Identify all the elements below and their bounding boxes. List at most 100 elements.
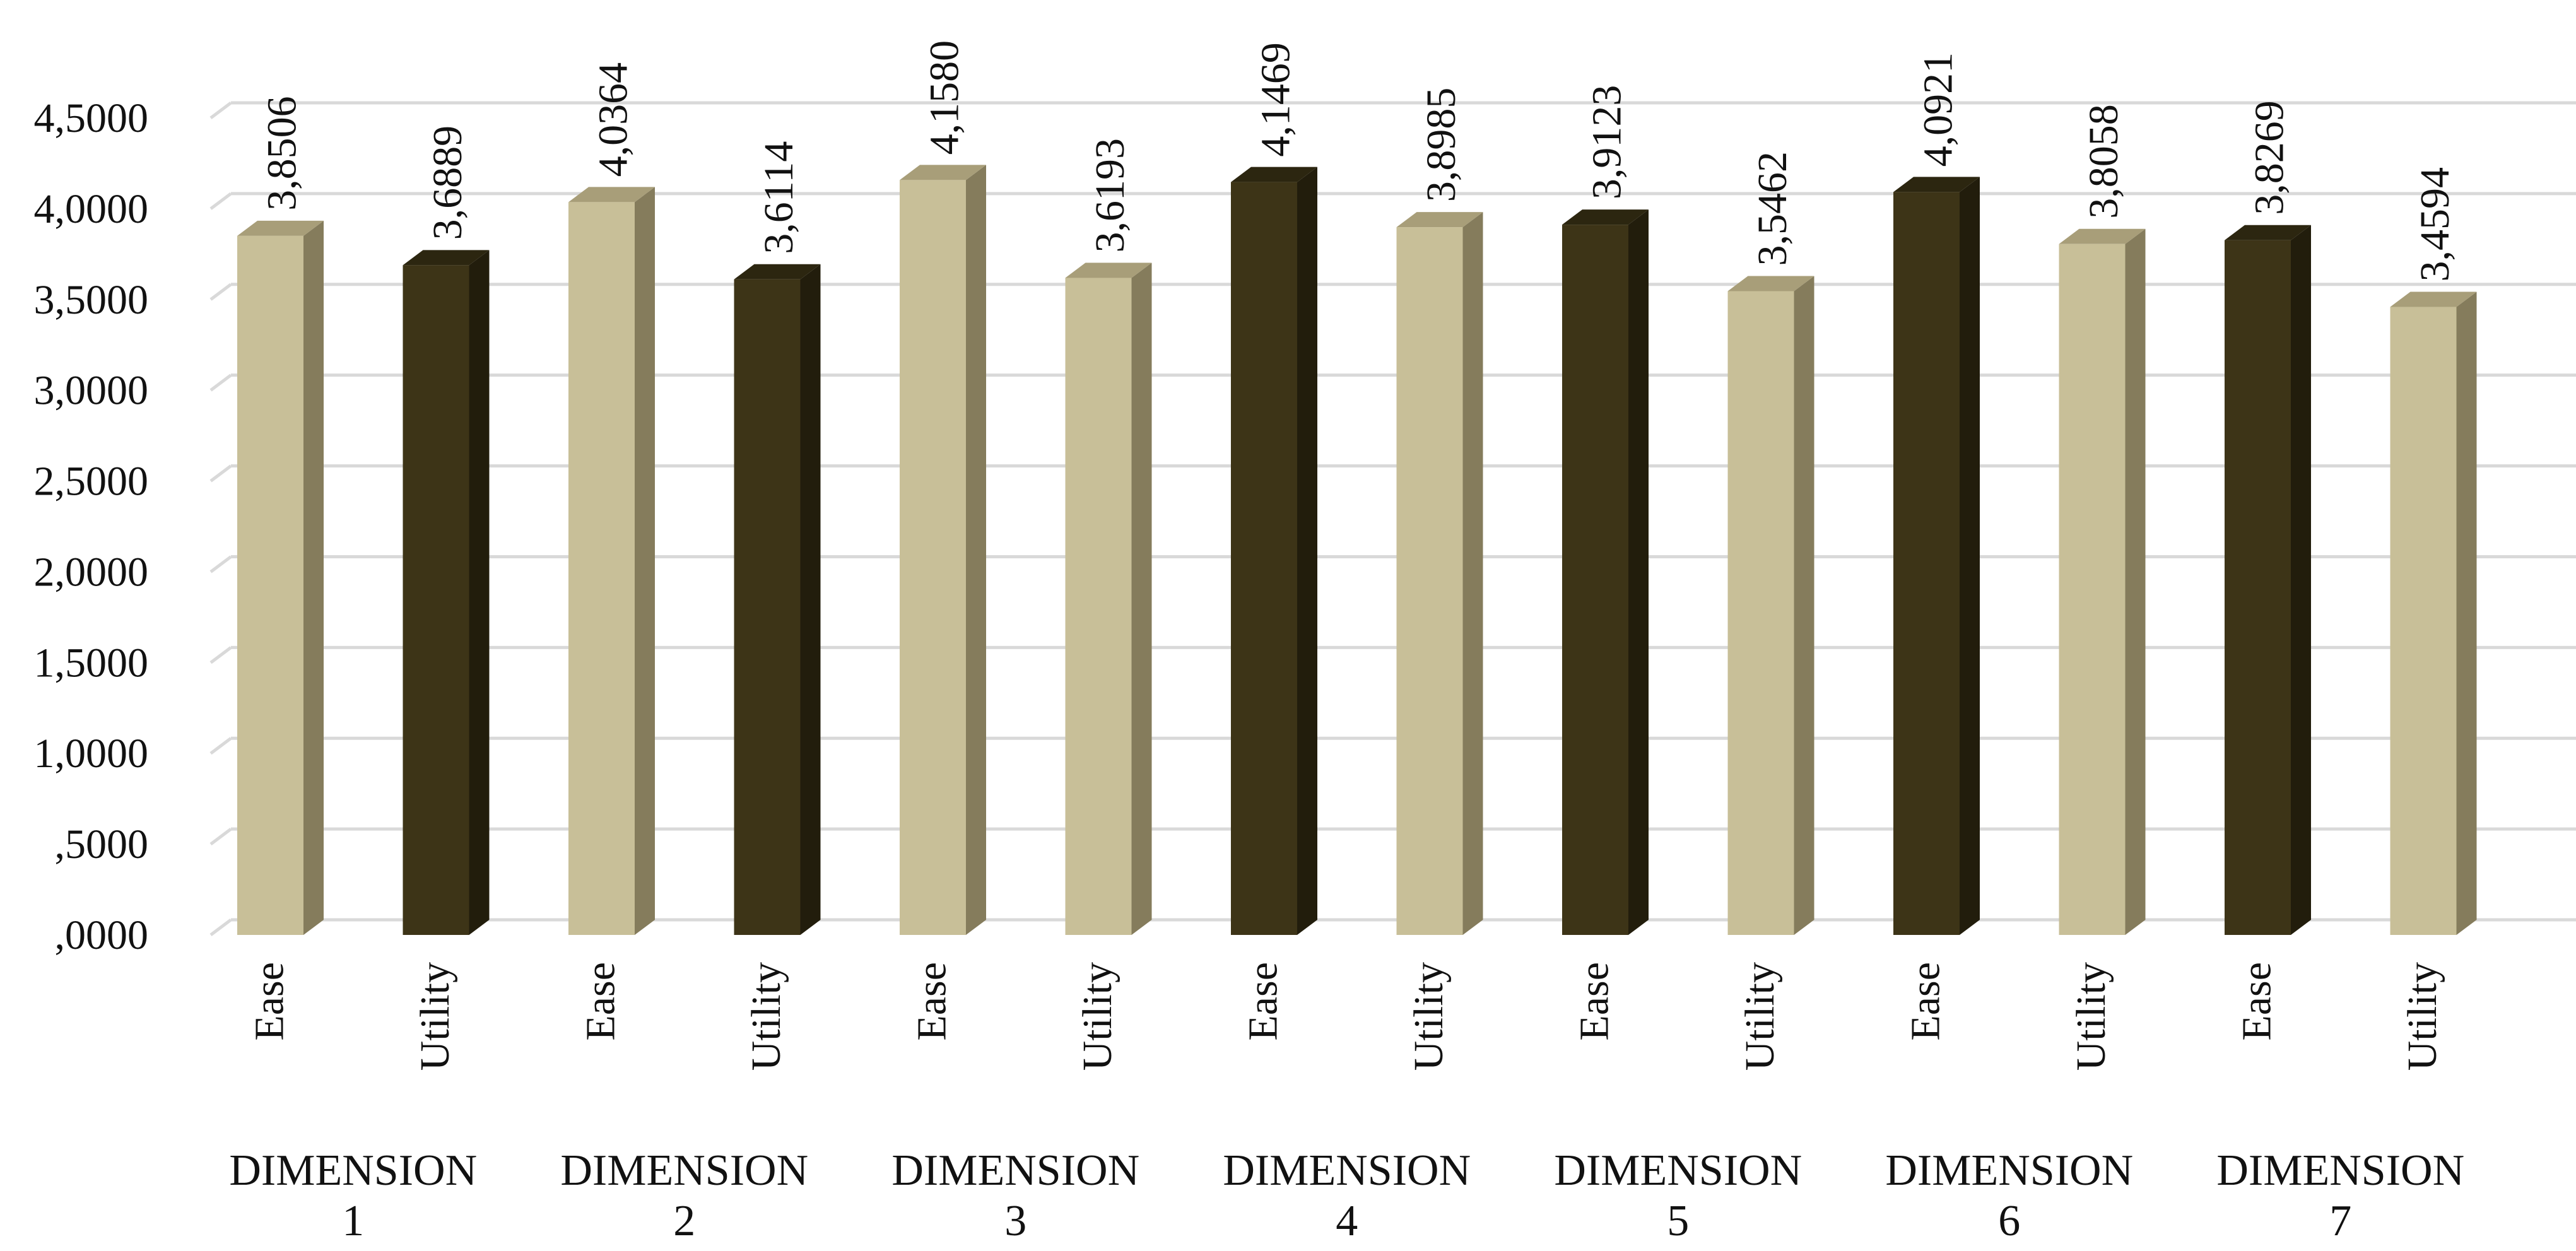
- data-label: 3,5462: [1750, 151, 1796, 266]
- bar-side: [2456, 291, 2477, 935]
- y-tick-label: 1,5000: [34, 640, 149, 686]
- bar-top: [2059, 228, 2146, 244]
- y-tick-label: 4,5000: [34, 95, 149, 141]
- y-tick-label: ,5000: [55, 821, 149, 867]
- bar: [1727, 291, 1794, 936]
- x-category-label: Utility: [2068, 962, 2114, 1071]
- bar-top: [237, 220, 324, 236]
- data-label: 4,0364: [591, 62, 637, 177]
- bar-side: [1628, 209, 1649, 936]
- y-tick-label: 3,0000: [34, 368, 149, 414]
- x-category-label: Ease: [1903, 962, 1949, 1041]
- bar-side: [2291, 225, 2311, 935]
- data-label: 3,9123: [1584, 85, 1630, 200]
- bar-side: [635, 187, 655, 935]
- group-label: DIMENSION: [891, 1146, 1139, 1195]
- bar: [1396, 227, 1463, 935]
- data-label: 3,4594: [2412, 167, 2458, 282]
- data-label: 3,8058: [2081, 104, 2127, 219]
- bar: [900, 180, 966, 935]
- gridline-depth: [209, 828, 232, 846]
- bar: [1065, 278, 1132, 935]
- bar-side: [1794, 276, 1814, 936]
- bar: [2390, 307, 2457, 935]
- x-category-label: Utility: [2399, 962, 2445, 1071]
- y-tick-label: 3,5000: [34, 277, 149, 323]
- gridline-depth: [209, 555, 232, 573]
- y-tick-label: 2,0000: [34, 549, 149, 595]
- bar-top: [1727, 276, 1814, 291]
- group-label-number: 1: [342, 1197, 364, 1245]
- bar: [1231, 182, 1297, 936]
- bar-top: [1893, 177, 1980, 192]
- bar-top: [568, 187, 655, 203]
- group-label-number: 6: [1998, 1197, 2020, 1245]
- group-label-number: 4: [1336, 1197, 1358, 1245]
- bar-side: [1462, 212, 1483, 935]
- bar-top: [1231, 167, 1317, 182]
- gridline-depth: [209, 102, 232, 119]
- group-label: DIMENSION: [1554, 1146, 1802, 1195]
- data-label: 3,8269: [2247, 100, 2293, 215]
- group-label: DIMENSION: [229, 1146, 477, 1195]
- bar-top: [2390, 291, 2477, 307]
- gridline-depth: [209, 646, 232, 664]
- bar: [568, 202, 635, 935]
- gridline-depth: [209, 464, 232, 483]
- x-category-label: Ease: [578, 962, 624, 1041]
- bar-side: [303, 220, 324, 936]
- y-tick-label: 2,5000: [34, 459, 149, 505]
- group-label-number: 3: [1004, 1197, 1026, 1245]
- bar-top: [403, 250, 490, 266]
- data-label: 4,1580: [922, 40, 968, 155]
- x-category-label: Ease: [2234, 962, 2280, 1041]
- data-label: 4,0921: [1915, 52, 1961, 167]
- bar-top: [1562, 209, 1649, 225]
- x-category-label: Ease: [1240, 962, 1286, 1041]
- x-category-label: Utility: [1074, 962, 1120, 1071]
- bar-top: [734, 264, 821, 279]
- x-category-label: Ease: [247, 962, 293, 1041]
- y-tick-label: ,0000: [55, 912, 149, 958]
- x-category-label: Utility: [412, 962, 458, 1071]
- y-tick-label: 1,0000: [34, 731, 149, 777]
- group-label: DIMENSION: [1885, 1146, 2133, 1195]
- bar-top: [1065, 262, 1152, 278]
- bar-side: [966, 165, 986, 935]
- group-label-number: 2: [673, 1197, 695, 1245]
- bar: [2225, 240, 2291, 935]
- bar: [1562, 225, 1628, 936]
- bar-side: [1297, 167, 1317, 936]
- data-label: 3,8985: [1418, 88, 1464, 203]
- bar-side: [2125, 228, 2146, 935]
- bar-top: [1396, 212, 1483, 228]
- data-label: 3,6114: [756, 141, 802, 254]
- x-category-label: Utility: [1406, 962, 1452, 1071]
- group-label: DIMENSION: [1223, 1146, 1471, 1195]
- gridline-depth: [209, 373, 232, 392]
- x-category-label: Ease: [1572, 962, 1618, 1041]
- gridline-depth: [209, 192, 232, 210]
- group-label: DIMENSION: [2216, 1146, 2464, 1195]
- group-label-number: 7: [2329, 1197, 2351, 1245]
- gridline-depth: [209, 737, 232, 755]
- bar-top: [2225, 225, 2311, 240]
- data-label: 3,8506: [259, 96, 305, 211]
- bar-side: [800, 264, 821, 935]
- data-label: 4,1469: [1253, 42, 1299, 157]
- data-label: 3,6193: [1087, 138, 1133, 253]
- data-label: 3,6889: [425, 126, 471, 240]
- bar-side: [1131, 262, 1152, 935]
- bar: [403, 265, 469, 936]
- gridline-depth: [209, 919, 232, 936]
- bar: [1893, 192, 1960, 936]
- group-label: DIMENSION: [560, 1146, 808, 1195]
- bar: [237, 235, 303, 935]
- group-label-number: 5: [1667, 1197, 1689, 1245]
- bar: [734, 279, 801, 935]
- bar-side: [1960, 177, 1980, 936]
- bar-top: [900, 165, 986, 180]
- bar: [2059, 244, 2126, 935]
